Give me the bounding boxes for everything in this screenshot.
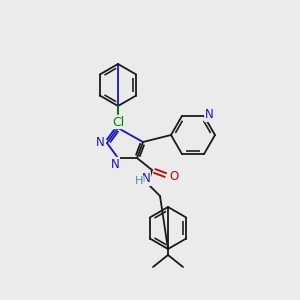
- Text: N: N: [111, 116, 119, 128]
- Text: N: N: [111, 158, 119, 170]
- Text: N: N: [205, 108, 213, 122]
- Text: N: N: [142, 172, 150, 185]
- Text: O: O: [169, 169, 178, 182]
- Text: H: H: [135, 176, 143, 186]
- Text: N: N: [96, 136, 104, 149]
- Text: Cl: Cl: [112, 116, 124, 128]
